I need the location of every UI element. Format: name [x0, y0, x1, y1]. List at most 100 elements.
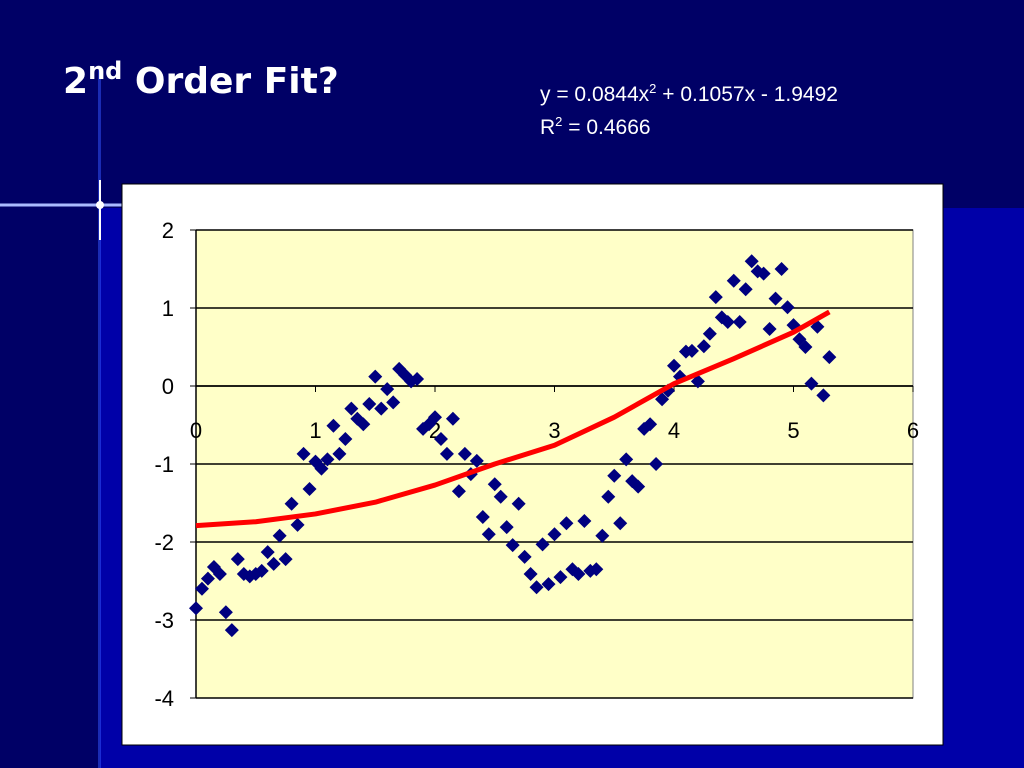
- data-point: [780, 300, 795, 315]
- data-point: [439, 446, 454, 461]
- x-tick-label: 5: [787, 418, 799, 443]
- data-point: [708, 290, 723, 305]
- data-point: [529, 580, 544, 595]
- data-point: [218, 605, 233, 620]
- data-point: [577, 513, 592, 528]
- data-point: [655, 392, 670, 407]
- data-point: [254, 563, 269, 578]
- data-point: [433, 432, 448, 447]
- equation-part: 2: [649, 81, 656, 96]
- data-point: [212, 566, 227, 581]
- data-point: [643, 417, 658, 432]
- title-part: Order Fit?: [122, 61, 338, 102]
- data-point: [756, 266, 771, 281]
- data-point: [816, 388, 831, 403]
- data-point: [487, 477, 502, 492]
- data-point: [445, 411, 460, 426]
- data-point: [553, 570, 568, 585]
- r2-part: R: [540, 116, 555, 139]
- data-point: [535, 537, 550, 552]
- data-point: [493, 489, 508, 504]
- data-point: [774, 262, 789, 276]
- data-point: [726, 273, 741, 288]
- data-point: [362, 396, 377, 411]
- y-tick-label: -2: [154, 530, 174, 555]
- data-point: [547, 527, 562, 542]
- data-point: [278, 552, 293, 567]
- data-point: [667, 358, 681, 373]
- data-point: [380, 382, 395, 397]
- data-point: [559, 516, 574, 531]
- data-point: [290, 517, 305, 532]
- title-part: 2: [63, 61, 88, 102]
- y-tick-label: 1: [162, 296, 174, 321]
- data-point: [702, 326, 717, 341]
- data-point: [374, 401, 389, 416]
- data-point: [332, 446, 347, 461]
- r2-part: 2: [555, 114, 562, 129]
- data-point: [284, 496, 299, 511]
- y-tick-label: -1: [154, 452, 174, 477]
- data-point: [386, 395, 401, 410]
- x-tick-label: 6: [907, 418, 919, 443]
- data-point: [822, 350, 837, 365]
- data-point: [762, 322, 777, 337]
- data-point: [475, 510, 490, 525]
- data-point: [356, 417, 371, 432]
- data-point: [619, 452, 634, 467]
- x-tick-label: 1: [309, 418, 321, 443]
- data-point: [224, 623, 239, 638]
- r-squared: R2 = 0.4666: [540, 114, 651, 139]
- data-point: [649, 457, 664, 471]
- data-point: [338, 432, 353, 447]
- data-point: [601, 489, 616, 504]
- data-point: [314, 461, 329, 476]
- data-point: [589, 562, 604, 577]
- data-point: [613, 516, 628, 531]
- data-point: [451, 484, 466, 499]
- data-point: [428, 410, 442, 425]
- data-point: [523, 566, 538, 581]
- x-tick-label: 3: [548, 418, 560, 443]
- data-point: [368, 369, 383, 384]
- data-point: [738, 282, 753, 297]
- data-point: [571, 566, 586, 581]
- data-point: [744, 254, 759, 269]
- title-part: nd: [88, 57, 122, 85]
- data-point: [320, 452, 335, 467]
- data-point: [541, 577, 556, 592]
- data-point: [595, 528, 610, 543]
- fit-line: [195, 309, 831, 529]
- y-tick-label: -3: [154, 608, 174, 633]
- data-point: [499, 520, 514, 535]
- data-point: [194, 581, 209, 596]
- y-tick-label: 0: [162, 374, 174, 399]
- equation-part: + 0.1057x - 1.9492: [656, 83, 838, 106]
- slide-title: 2nd Order Fit?: [63, 57, 339, 102]
- data-point: [326, 418, 341, 433]
- data-point: [505, 538, 520, 553]
- data-point: [410, 371, 425, 386]
- data-point: [798, 340, 813, 354]
- x-tick-label: 4: [668, 418, 680, 443]
- data-point: [720, 315, 735, 330]
- x-tick-label: 0: [190, 418, 202, 443]
- data-point: [302, 481, 317, 496]
- data-point: [517, 549, 532, 564]
- equation-part: y = 0.0844x: [540, 83, 650, 106]
- sparkle: [96, 201, 104, 209]
- data-point: [457, 446, 472, 461]
- data-point: [696, 339, 711, 354]
- r2-part: = 0.4666: [562, 116, 650, 139]
- data-point: [804, 376, 819, 391]
- data-point: [200, 571, 215, 586]
- data-point: [230, 552, 245, 567]
- data-point: [607, 468, 622, 483]
- data-point: [296, 446, 311, 461]
- data-point: [481, 527, 496, 542]
- data-point: [684, 343, 699, 358]
- data-point: [260, 545, 275, 560]
- data-point: [469, 453, 484, 468]
